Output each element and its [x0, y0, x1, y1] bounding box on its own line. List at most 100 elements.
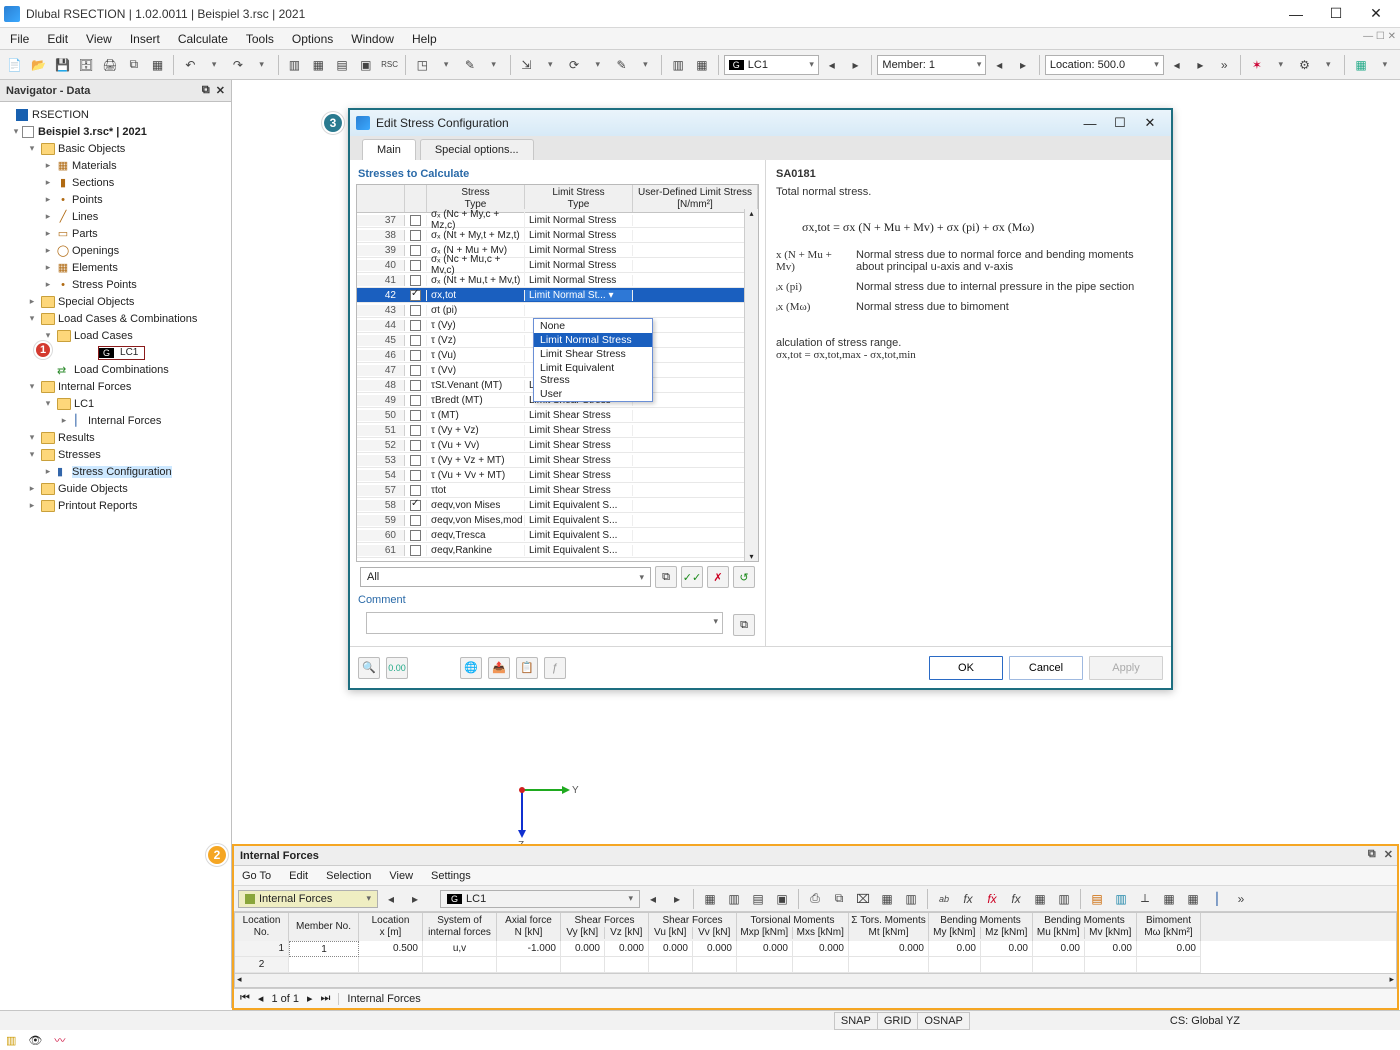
open-icon[interactable]: 📂 [28, 54, 50, 76]
tool-b-icon[interactable]: ✎ [459, 54, 481, 76]
dialog-min-icon[interactable]: — [1075, 116, 1105, 131]
member-prev-icon[interactable]: ◂ [988, 54, 1010, 76]
stress-row-38[interactable]: 38σₓ (Nt + My,t + Mz,t)Limit Normal Stre… [357, 228, 758, 243]
pt-6-icon[interactable]: ⧉ [828, 888, 850, 910]
export-icon[interactable]: 📤 [488, 657, 510, 679]
dd-option[interactable]: Limit Equivalent Stress [534, 361, 652, 387]
units-icon[interactable]: 0.00 [386, 657, 408, 679]
copy-icon[interactable]: ⧉ [655, 566, 677, 588]
panel-restore-icon[interactable]: ⧉ [1368, 848, 1376, 861]
member-next-icon[interactable]: ▸ [1012, 54, 1034, 76]
tool-a-icon[interactable]: ◳ [411, 54, 433, 76]
pin-icon[interactable]: ⧉ [202, 84, 210, 97]
stress-row-39[interactable]: 39σₓ (N + Mu + Mv)Limit Normal Stress [357, 243, 758, 258]
dd-option[interactable]: Limit Shear Stress [534, 347, 652, 361]
pt-g2-icon[interactable]: ▥ [1053, 888, 1075, 910]
saveas-icon[interactable]: 🗄 [75, 54, 97, 76]
stress-row-54[interactable]: 54τ (Vu + Vv + MT)Limit Shear Stress [357, 468, 758, 483]
view1-icon[interactable]: ▥ [284, 54, 306, 76]
tree-stress-points[interactable]: ▸•Stress Points [0, 276, 231, 293]
status-snap[interactable]: SNAP [834, 1012, 878, 1030]
copy-icon[interactable]: ⧉ [123, 54, 145, 76]
gear-icon[interactable]: ⚙ [1294, 54, 1316, 76]
tree-elements[interactable]: ▸▦Elements [0, 259, 231, 276]
grid-scrollbar[interactable]: ▴ ▾ [744, 209, 758, 561]
new-icon[interactable]: 📄 [4, 54, 26, 76]
stress-row-37[interactable]: 37σₓ (Nc + My,c + Mz,c)Limit Normal Stre… [357, 213, 758, 228]
menu-options[interactable]: Options [292, 32, 333, 46]
pt-g1-icon[interactable]: ▦ [1029, 888, 1051, 910]
dialog-max-icon[interactable]: ☐ [1105, 115, 1135, 131]
dialog-titlebar[interactable]: Edit Stress Configuration — ☐ ✕ [350, 110, 1171, 136]
pt-7-icon[interactable]: ⌧ [852, 888, 874, 910]
stress-row-61[interactable]: 61σeqv,RankineLimit Equivalent S... [357, 543, 758, 558]
foot-eye-icon[interactable]: 👁 [28, 1034, 42, 1047]
panel-close-icon[interactable]: ✕ [1384, 848, 1393, 861]
tool-f-icon[interactable]: ▥ [667, 54, 689, 76]
pt-8-icon[interactable]: ▦ [876, 888, 898, 910]
location-combo[interactable]: Location: 500.0▾ [1045, 55, 1164, 75]
mdi-controls[interactable]: — ☐ ✕ [1363, 31, 1396, 42]
lc-next-icon[interactable]: ▸ [845, 54, 867, 76]
refresh-icon[interactable]: ↺ [733, 566, 755, 588]
pt-fx-icon[interactable]: fx [957, 888, 979, 910]
menu-view[interactable]: View [86, 32, 112, 46]
pt-2-icon[interactable]: ▥ [723, 888, 745, 910]
nav-prev-icon[interactable]: ◂ [258, 992, 264, 1005]
dd-option[interactable]: None [534, 319, 652, 333]
pmenu-goto[interactable]: Go To [242, 870, 271, 882]
tree-parts[interactable]: ▸▭Parts [0, 225, 231, 242]
view4-icon[interactable]: ▣ [355, 54, 377, 76]
cancel-button[interactable]: Cancel [1009, 656, 1083, 680]
pt-h2-icon[interactable]: ▥ [1110, 888, 1132, 910]
menu-insert[interactable]: Insert [130, 32, 160, 46]
panel-next-icon[interactable]: ▸ [404, 888, 426, 910]
pmenu-edit[interactable]: Edit [289, 870, 308, 882]
comment-pick-icon[interactable]: ⧉ [733, 614, 755, 636]
redo-dropdown-icon[interactable]: ▾ [251, 54, 273, 76]
maximize-button[interactable]: ☐ [1316, 3, 1356, 25]
uncheck-icon[interactable]: ✗ [707, 566, 729, 588]
pmenu-selection[interactable]: Selection [326, 870, 371, 882]
pt-5-icon[interactable]: ⎙ [804, 888, 826, 910]
nav-close-icon[interactable]: ✕ [216, 84, 225, 97]
menu-calculate[interactable]: Calculate [178, 32, 228, 46]
pt-4-icon[interactable]: ▣ [771, 888, 793, 910]
tab-main[interactable]: Main [362, 139, 416, 160]
panel-lc-combo[interactable]: GLC1▾ [440, 890, 640, 908]
rsc-icon[interactable]: RSC [379, 54, 401, 76]
lc-prev-icon[interactable]: ◂ [821, 54, 843, 76]
stress-row-59[interactable]: 59σeqv,von Mises,modLimit Equivalent S..… [357, 513, 758, 528]
stress-row-42[interactable]: 42σx,totLimit Normal St... ▾ [357, 288, 758, 303]
limit-stress-dropdown[interactable]: NoneLimit Normal StressLimit Shear Stres… [533, 318, 653, 402]
panel-table-combo[interactable]: Internal Forces▾ [238, 890, 378, 908]
stress-row-58[interactable]: 58σeqv,von MisesLimit Equivalent S... [357, 498, 758, 513]
tree-points[interactable]: ▸•Points [0, 191, 231, 208]
globe-icon[interactable]: 🌐 [460, 657, 482, 679]
palette-icon[interactable]: ▦ [1350, 54, 1372, 76]
close-button[interactable]: ✕ [1356, 3, 1396, 25]
foot-results-icon[interactable]: 〰 [54, 1032, 65, 1048]
pt-3-icon[interactable]: ▤ [747, 888, 769, 910]
ok-button[interactable]: OK [929, 656, 1003, 680]
script-icon[interactable]: ƒ [544, 657, 566, 679]
tool-d-icon[interactable]: ⟳ [563, 54, 585, 76]
panel-lcnext-icon[interactable]: ▸ [666, 888, 688, 910]
redo-icon[interactable]: ↷ [227, 54, 249, 76]
stress-row-52[interactable]: 52τ (Vu + Vv)Limit Shear Stress [357, 438, 758, 453]
menu-edit[interactable]: Edit [47, 32, 68, 46]
tool-e-icon[interactable]: ✎ [611, 54, 633, 76]
stress-row-51[interactable]: 51τ (Vy + Vz)Limit Shear Stress [357, 423, 758, 438]
tree-lc1[interactable]: GLC1 [98, 346, 145, 360]
pt-fx2-icon[interactable]: fẋ [981, 888, 1003, 910]
tree-openings[interactable]: ▸◯Openings [0, 242, 231, 259]
pt-h5-icon[interactable]: ▦ [1182, 888, 1204, 910]
pmenu-view[interactable]: View [389, 870, 413, 882]
save-icon[interactable]: 💾 [52, 54, 74, 76]
comment-input[interactable]: ▾ [366, 612, 723, 634]
pt-more-icon[interactable]: » [1230, 888, 1252, 910]
forces-row-1[interactable]: 110.500u,v-1.0000.0000.0000.0000.0000.00… [235, 941, 1396, 957]
stress-row-57[interactable]: 57τtotLimit Shear Stress [357, 483, 758, 498]
navigator-tree[interactable]: RSECTION ▾Beispiel 3.rsc* | 2021 ▾Basic … [0, 102, 231, 518]
pt-h1-icon[interactable]: ▤ [1086, 888, 1108, 910]
